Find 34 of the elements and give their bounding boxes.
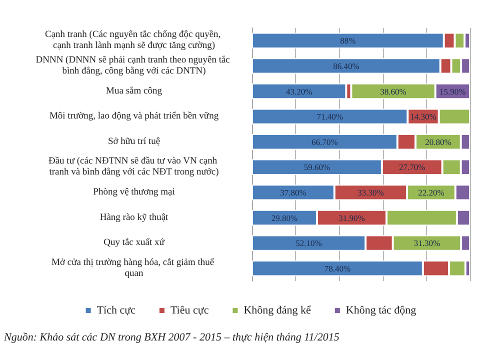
data-label: 37.80% bbox=[280, 187, 306, 198]
data-label: 52.10% bbox=[296, 238, 322, 248]
data-label: 66.70% bbox=[312, 136, 338, 147]
data-label: 31.30% bbox=[414, 238, 440, 248]
data-label: 14.30% bbox=[410, 112, 436, 122]
y-tick-label: Phòng vệ thương mại bbox=[93, 187, 176, 198]
y-tick-label: Cạnh tranh (Các nguyên tắc chống độc quyền, cạnh tranh lành mạnh sẽ được tăng cường) bbox=[44, 30, 224, 52]
data-label: 59.60% bbox=[304, 162, 330, 172]
data-label: 31.90% bbox=[338, 212, 365, 223]
y-tick-label: Mở cửa thị trường hàng hóa, cắt giảm thuế quan bbox=[52, 258, 216, 279]
data-label: 33.30% bbox=[358, 187, 384, 198]
text: Nguồn: Khảo sát các DN trong BXH 2007 - 2015 – thực hiện tháng 11/2015 bbox=[3, 332, 340, 344]
data-label: 22.20% bbox=[418, 187, 444, 198]
data-label: 29.80% bbox=[271, 212, 298, 223]
y-tick-label: Quy tắc xuất xứ bbox=[104, 238, 166, 248]
y-tick-label: Mua sắm công bbox=[106, 86, 162, 96]
data-label: 88% bbox=[340, 36, 356, 46]
legend-label: Không tác động bbox=[346, 304, 417, 316]
legend-label: Tích cực bbox=[96, 304, 136, 316]
data-label: 43.20% bbox=[286, 86, 312, 96]
data-label: 20.80% bbox=[425, 136, 452, 147]
data-label: 15.90% bbox=[440, 86, 466, 96]
legend-label: Tiêu cực bbox=[170, 304, 209, 316]
data-label: 38.60% bbox=[380, 86, 406, 96]
data-label: 71.40% bbox=[316, 112, 343, 122]
data-label: 86.40% bbox=[333, 60, 360, 71]
legend-label: Không đáng kể bbox=[244, 304, 312, 316]
y-tick-label: Hàng rào kỹ thuật bbox=[100, 212, 169, 223]
data-label: 27.70% bbox=[399, 162, 426, 172]
y-tick-label: DNNN (DNNN sẽ phải cạnh tranh theo nguyên tắc bình đẳng, công bằng với các DNTN) bbox=[36, 55, 232, 76]
y-tick-label: Sở hữu trí tuệ bbox=[108, 136, 160, 147]
y-tick-label: Môi trường, lao động và phát triển bền vững bbox=[49, 112, 219, 122]
data-label: 78.40% bbox=[324, 263, 351, 274]
y-tick-label: Đầu tư (các NĐTNN sẽ đầu tư vào VN cạnh tranh và bình đẳng với các NĐT trong nước) bbox=[48, 156, 220, 178]
